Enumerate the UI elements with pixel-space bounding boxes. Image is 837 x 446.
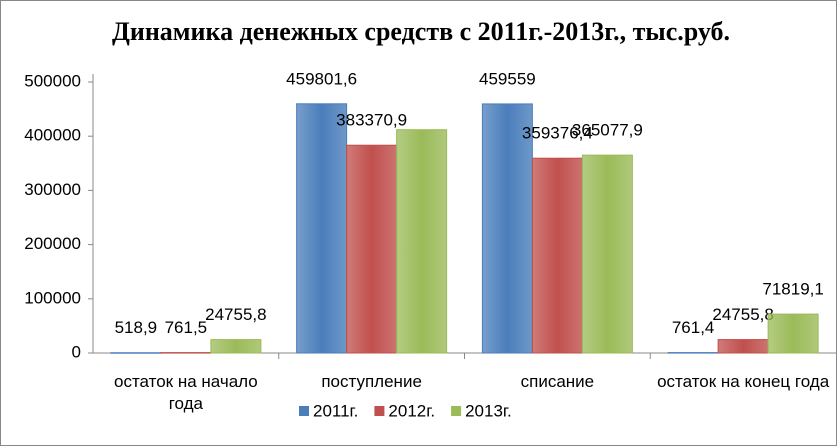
y-tick-label: 0 [72,342,81,361]
bar [481,103,533,354]
data-label: 761,4 [672,318,715,337]
data-label: 365077,9 [572,121,643,140]
bar [160,352,212,354]
legend-swatch [374,406,385,416]
bar [346,144,398,354]
x-tick-label: остаток на конец года [657,372,830,391]
data-label: 24755,8 [205,305,266,324]
bar [296,103,348,354]
data-label: 459559 [479,69,536,88]
bar [717,339,769,354]
data-label: 359376,4 [522,124,593,143]
data-label: 761,5 [165,318,208,337]
y-tick-label: 400000 [24,126,81,145]
chart-title: Динамика денежных средств с 2011г.-2013г… [111,17,731,46]
legend-swatch [299,406,309,416]
y-tick-label: 100000 [24,288,81,307]
data-label: 24755,8 [712,305,773,324]
bar [581,154,633,354]
x-tick-label: остаток на начало года [113,372,258,413]
bar [210,339,262,354]
data-label: 459801,6 [286,69,357,88]
y-tick-label: 200000 [24,234,81,253]
bar [110,352,162,354]
data-label: 518,9 [115,318,158,337]
data-label: 71819,1 [762,280,823,299]
x-tick-label: поступление [321,372,422,391]
bar [767,313,819,354]
x-tick-label: списание [520,372,595,391]
bar [531,157,583,354]
legend-swatch [451,406,462,416]
legend-label: 2013г. [465,401,512,420]
legend-label: 2012г. [388,401,435,420]
data-label: 383370,9 [336,111,407,130]
y-tick-label: 500000 [24,71,81,90]
bar [396,129,448,354]
y-tick-label: 300000 [24,180,81,199]
bar [667,352,719,354]
legend-label: 2011г. [313,401,358,420]
